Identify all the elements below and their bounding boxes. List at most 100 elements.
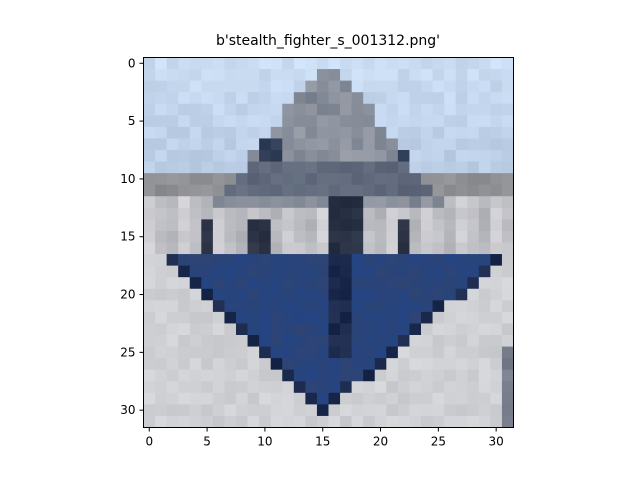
image-pixel: [212, 415, 225, 428]
image-pixel: [490, 265, 503, 278]
image-pixel: [259, 346, 272, 359]
image-pixel: [444, 80, 457, 93]
image-pixel: [247, 80, 260, 93]
image-pixel: [386, 335, 399, 347]
image-pixel: [189, 300, 202, 313]
image-pixel: [178, 196, 191, 209]
image-pixel: [432, 311, 445, 324]
image-pixel: [143, 150, 156, 162]
image-pixel: [236, 92, 248, 105]
image-pixel: [212, 300, 225, 313]
image-pixel: [455, 265, 468, 278]
image-pixel: [328, 381, 341, 394]
image-pixel: [340, 265, 353, 278]
image-pixel: [467, 57, 480, 70]
image-pixel: [490, 404, 503, 417]
image-pixel: [166, 300, 179, 313]
image-pixel: [166, 346, 179, 359]
image-pixel: [305, 207, 318, 220]
image-pixel: [224, 404, 237, 417]
image-pixel: [340, 369, 353, 382]
image-pixel: [293, 392, 306, 405]
image-pixel: [374, 230, 387, 243]
image-pixel: [328, 369, 341, 382]
image-pixel: [501, 265, 514, 278]
image-pixel: [293, 126, 306, 139]
image-pixel: [409, 184, 422, 197]
image-pixel: [259, 311, 272, 324]
image-pixel: [490, 57, 503, 70]
image-pixel: [293, 173, 306, 186]
image-pixel: [409, 80, 422, 93]
image-pixel: [490, 80, 503, 93]
image-pixel: [501, 300, 514, 313]
image-pixel: [386, 219, 399, 232]
image-pixel: [305, 80, 318, 93]
image-pixel: [467, 265, 480, 278]
image-pixel: [293, 288, 306, 301]
image-pixel: [386, 150, 399, 162]
image-pixel: [178, 300, 191, 313]
image-pixel: [236, 242, 248, 255]
image-pixel: [432, 392, 445, 405]
image-pixel: [374, 161, 387, 174]
image-pixel: [351, 381, 364, 394]
image-pixel: [224, 415, 237, 428]
image-pixel: [316, 115, 329, 128]
image-pixel: [478, 392, 491, 405]
image-pixel: [143, 335, 156, 347]
image-pixel: [455, 242, 468, 255]
image-pixel: [363, 115, 376, 128]
image-pixel: [282, 392, 295, 405]
image-pixel: [351, 300, 364, 313]
image-pixel: [305, 254, 318, 267]
image-pixel: [224, 69, 237, 82]
image-pixel: [501, 138, 514, 151]
image-pixel: [282, 103, 295, 116]
image-pixel: [236, 358, 248, 371]
image-pixel: [247, 346, 260, 359]
image-pixel: [166, 265, 179, 278]
image-pixel: [305, 242, 318, 255]
image-pixel: [189, 311, 202, 324]
image-pixel: [143, 57, 156, 70]
image-pixel: [316, 254, 329, 267]
image-pixel: [155, 254, 168, 267]
image-pixel: [340, 346, 353, 359]
image-pixel: [224, 369, 237, 382]
image-pixel: [351, 80, 364, 93]
image-pixel: [247, 126, 260, 139]
image-pixel: [421, 184, 433, 197]
image-pixel: [166, 381, 179, 394]
image-pixel: [386, 80, 399, 93]
image-pixel: [397, 57, 410, 70]
image-pixel: [409, 161, 422, 174]
image-pixel: [166, 288, 179, 301]
image-pixel: [351, 184, 364, 197]
image-pixel: [351, 219, 364, 232]
image-pixel: [363, 150, 376, 162]
image-pixel: [212, 288, 225, 301]
image-pixel: [259, 184, 272, 197]
image-pixel: [363, 92, 376, 105]
image-pixel: [328, 196, 341, 209]
image-pixel: [455, 57, 468, 70]
image-pixel: [212, 184, 225, 197]
image-pixel: [467, 254, 480, 267]
image-pixel: [478, 196, 491, 209]
image-pixel: [397, 254, 410, 267]
image-pixel: [397, 311, 410, 324]
image-pixel: [490, 358, 503, 371]
image-pixel: [212, 358, 225, 371]
image-pixel: [409, 369, 422, 382]
image-pixel: [270, 300, 283, 313]
image-pixel: [259, 196, 272, 209]
image-pixel: [409, 207, 422, 220]
image-pixel: [374, 80, 387, 93]
image-pixel: [293, 254, 306, 267]
image-pixel: [444, 115, 457, 128]
x-tick-label: 25: [431, 435, 446, 449]
image-pixel: [143, 265, 156, 278]
image-pixel: [490, 323, 503, 336]
x-tick-label: 20: [373, 435, 388, 449]
